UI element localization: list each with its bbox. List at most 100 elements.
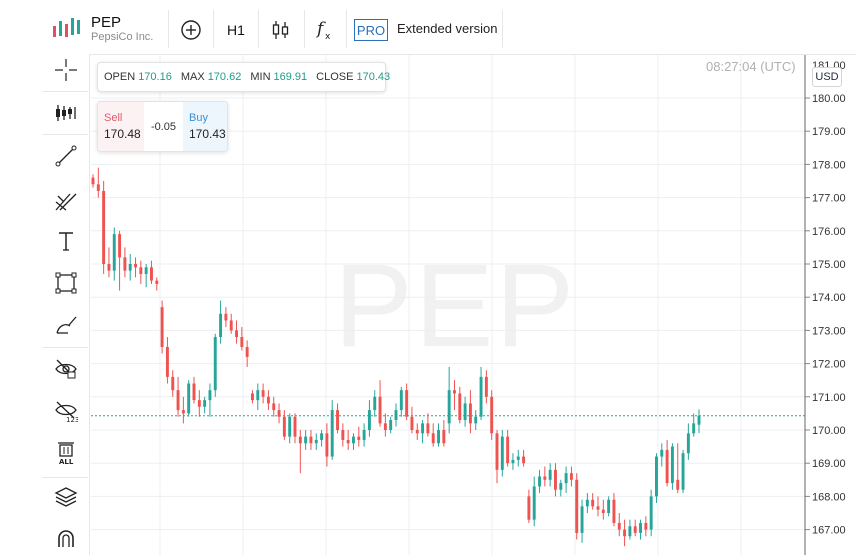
magnet-button[interactable] [50, 523, 82, 555]
candle-body [538, 476, 541, 487]
candle-body [389, 420, 393, 430]
candle-body [607, 499, 611, 513]
indicators-button[interactable]: f x [310, 14, 340, 46]
indicators-tool-button[interactable] [50, 97, 82, 129]
candle-body [378, 396, 382, 424]
hide-drawings-icon [55, 359, 77, 379]
pro-badge[interactable]: PRO [354, 19, 388, 41]
candle-body [442, 430, 446, 444]
buy-button[interactable]: Buy 170.43 [183, 102, 227, 151]
candle-body [304, 436, 308, 444]
candle-body [330, 410, 334, 457]
candle-body [219, 313, 223, 338]
text-tool-button[interactable] [50, 225, 82, 257]
candle-body [543, 476, 547, 480]
delete-all-icon: ALL [58, 442, 74, 466]
candle-body [532, 486, 536, 520]
candle-body [251, 393, 254, 401]
candle-body [617, 522, 621, 530]
symbol-watermark: PEP [334, 240, 577, 372]
candle-body [203, 400, 207, 407]
ohlc-panel: OPEN 170.16 MAX 170.62 MIN 169.91 CLOSE … [97, 62, 390, 92]
candle-body [564, 473, 568, 484]
candle-body [506, 436, 510, 464]
svg-text:x: x [325, 32, 331, 41]
utc-clock: 08:27:04 (UTC) [706, 59, 796, 74]
open-label: OPEN [104, 71, 136, 83]
divider [42, 91, 88, 92]
max-label: MAX [180, 71, 205, 83]
candle-body [426, 423, 430, 434]
y-tick-label: 177.00 [812, 193, 846, 205]
symbol-ticker[interactable]: PEP [91, 14, 122, 31]
divider [304, 10, 305, 48]
brush-tool-button[interactable] [50, 309, 82, 341]
drawing-toolbar: 123 ALL [0, 54, 90, 555]
spread-value: -0.05 [150, 120, 177, 133]
candle-body [458, 393, 462, 421]
chart-type-button[interactable] [266, 14, 296, 46]
candle-body [665, 449, 669, 484]
candle-body [516, 456, 520, 460]
brush-icon [56, 316, 77, 334]
candle-body [405, 390, 409, 417]
hide-values-icon: 123 [55, 401, 78, 423]
candle-body [580, 506, 584, 533]
y-tick-label: 171.00 [812, 392, 846, 404]
sell-button[interactable]: Sell 170.48 [98, 102, 144, 151]
candle-body [373, 396, 377, 411]
svg-text:f: f [315, 19, 326, 39]
candle-body [208, 390, 212, 401]
y-tick-label: 170.00 [812, 425, 846, 437]
candle-body [346, 439, 350, 444]
hide-drawings-button[interactable] [50, 353, 82, 385]
indicators-icon [56, 105, 76, 121]
candle-body [362, 430, 366, 440]
candle-body [447, 390, 451, 424]
candlestick-icon [272, 21, 289, 39]
timeframe-button[interactable]: H1 [227, 22, 245, 38]
candle-body [559, 483, 563, 490]
trade-panel: Sell 170.48 -0.05 Buy 170.43 [97, 101, 228, 152]
trend-line-tool-button[interactable] [50, 140, 82, 172]
hide-values-button[interactable]: 123 [50, 395, 82, 427]
plus-circle-icon [181, 20, 201, 40]
crosshair-icon [55, 59, 77, 81]
candle-body [681, 453, 685, 490]
currency-button[interactable]: USD [812, 67, 842, 87]
candle-body [197, 400, 201, 407]
candle-body [383, 423, 387, 430]
y-tick-label: 168.00 [812, 491, 846, 503]
close-label: CLOSE [316, 71, 354, 83]
add-symbol-button[interactable] [176, 14, 206, 46]
candle-body [601, 509, 605, 513]
divider [168, 10, 169, 48]
candle-body [134, 264, 137, 268]
candle-body [213, 337, 217, 391]
candle-body [511, 459, 515, 464]
crosshair-tool-button[interactable] [50, 54, 82, 86]
candle-body [633, 526, 637, 533]
delete-all-button[interactable]: ALL [50, 437, 82, 469]
rectangle-tool-button[interactable] [50, 267, 82, 299]
candle-body [554, 469, 557, 490]
layers-button[interactable] [50, 481, 82, 513]
candle-body [144, 267, 148, 274]
min-value: 169.91 [273, 71, 308, 83]
candle-body [527, 496, 531, 520]
extended-version-link[interactable]: Extended version [397, 21, 498, 36]
buy-price: 170.43 [189, 127, 226, 141]
y-tick-label: 180.00 [812, 93, 846, 105]
candle-body [399, 390, 403, 411]
candle-body [437, 430, 440, 444]
candle-body [91, 177, 95, 185]
candle-body [585, 499, 589, 507]
candle-body [314, 439, 318, 444]
candle-body [655, 456, 658, 497]
candle-body [102, 190, 106, 264]
pitchfork-tool-button[interactable] [50, 184, 82, 216]
top-toolbar: PEP PepsiCo Inc. H1 f x PRO Extended ver… [0, 0, 856, 55]
candle-body [309, 436, 313, 444]
trend-line-icon [55, 145, 77, 167]
